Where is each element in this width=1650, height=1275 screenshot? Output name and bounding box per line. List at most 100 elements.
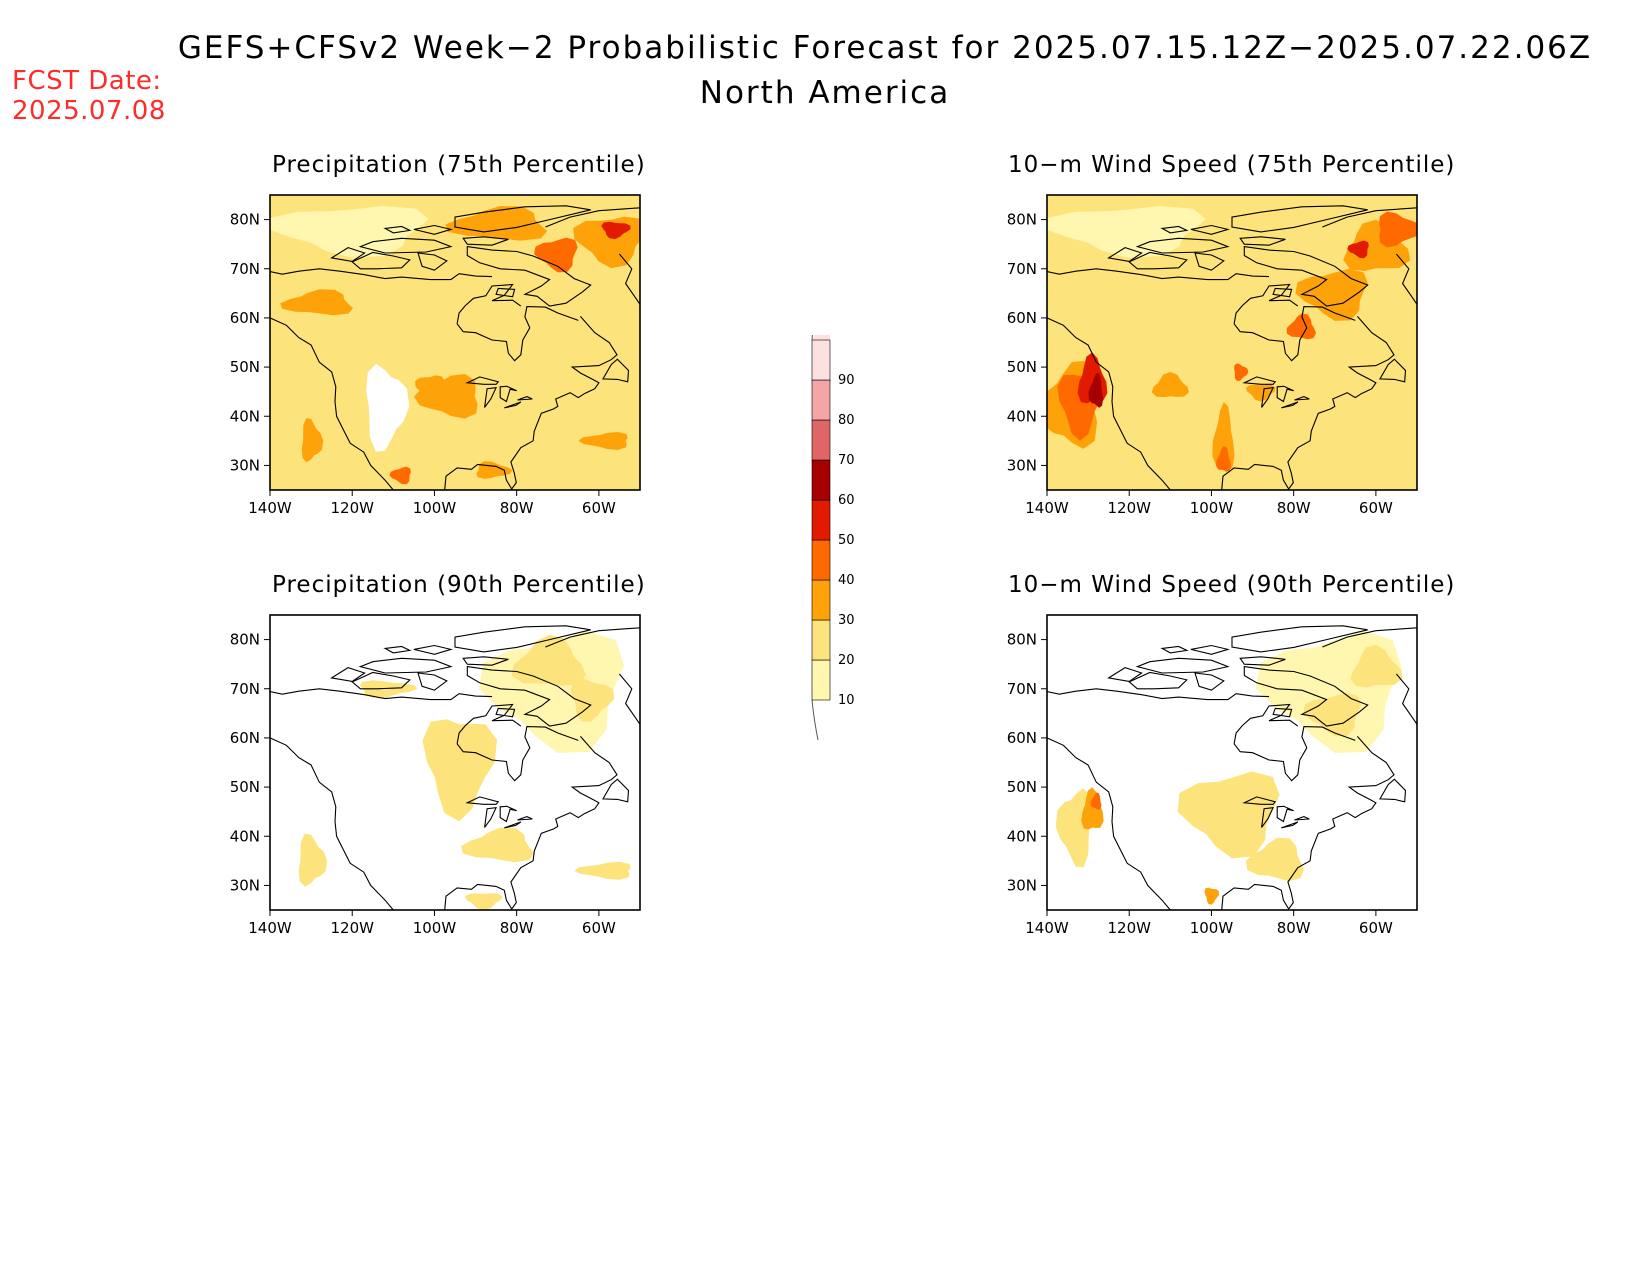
forecast-date-value: 2025.07.08 (12, 96, 166, 126)
coastline (1047, 317, 1171, 490)
coastline (462, 236, 509, 246)
coastline (1221, 736, 1395, 910)
wind-90th-map: 140W 120W 100W 80W 60W 80N 70N 60N 50N 40N 30N (1007, 614, 1418, 937)
coastline (413, 224, 454, 235)
coastline (270, 688, 493, 701)
lon-tick-label: 140W (1025, 499, 1069, 517)
lon-tick-label: 60W (582, 919, 616, 937)
prob-contour (574, 861, 631, 880)
coastline (351, 251, 411, 270)
prob-contour (445, 206, 548, 241)
lon-tick-label: 100W (1190, 499, 1234, 517)
coastline (417, 672, 448, 691)
prob-contour (359, 680, 418, 698)
coastline (444, 316, 618, 490)
coastline (270, 268, 493, 281)
coastline (1276, 385, 1294, 403)
lat-tick-label: 70N (1007, 260, 1037, 278)
coastline (383, 225, 412, 234)
lon-tick-label: 80W (500, 919, 534, 937)
coastline (1190, 224, 1231, 235)
lat-tick-label: 50N (1007, 358, 1037, 376)
coastline (1379, 358, 1407, 383)
colorbar-top-tip (811, 335, 813, 341)
lat-tick-label: 30N (1007, 456, 1037, 474)
colorbar-top-triangle (812, 335, 830, 340)
coastline (1379, 778, 1407, 803)
prob-contour (414, 374, 478, 419)
coastline (1272, 707, 1293, 718)
coastline (545, 627, 640, 648)
panel-title-wind75: 10−m Wind Speed (75th Percentile) (1008, 152, 1456, 178)
prob-contour (301, 418, 324, 463)
lat-tick-label: 50N (230, 778, 260, 796)
lat-tick-label: 30N (230, 456, 260, 474)
colorbar-swatch (811, 379, 831, 421)
map-frame (269, 194, 641, 491)
colorbar-swatch (811, 339, 831, 381)
prob-contour (1286, 313, 1316, 340)
lon-tick-label: 140W (248, 919, 292, 937)
colorbar-bottom-tip (811, 699, 819, 741)
lon-tick-label: 120W (1107, 919, 1151, 937)
lat-tick-label: 80N (230, 211, 260, 229)
map-frame (269, 614, 641, 911)
lon-tick-label: 100W (413, 919, 457, 937)
coastline (1128, 671, 1188, 690)
coastline (1047, 688, 1270, 701)
prob-contour (478, 631, 624, 753)
lat-tick-label: 30N (1007, 876, 1037, 894)
coastline (456, 703, 522, 744)
panel-title-precip90: Precipitation (90th Percentile) (272, 572, 646, 598)
coastline (602, 358, 630, 383)
coastline (413, 644, 454, 655)
lat-tick-label: 40N (1007, 407, 1037, 425)
prob-contour (1343, 219, 1411, 271)
coastline (1135, 237, 1230, 254)
lat-tick-label: 40N (230, 827, 260, 845)
coastline (417, 252, 448, 271)
coastline (1395, 673, 1417, 726)
prob-contour (415, 375, 445, 402)
coastline (1276, 805, 1294, 823)
colorbar-label: 40 (838, 573, 855, 588)
coastline (1231, 205, 1368, 233)
lat-tick-label: 80N (1007, 211, 1037, 229)
prob-contour (1055, 788, 1092, 868)
prob-contour (1245, 837, 1304, 882)
coastline (602, 778, 630, 803)
prob-contour (1212, 402, 1235, 471)
coastline (1395, 253, 1417, 306)
panel-title-wind90: 10−m Wind Speed (90th Percentile) (1008, 572, 1456, 598)
coastline (358, 237, 453, 254)
colorbar-swatch (811, 459, 831, 501)
coastline (330, 666, 366, 682)
prob-contour (280, 289, 353, 316)
prob-contour (389, 466, 411, 485)
lon-tick-label: 100W (1190, 919, 1234, 937)
map-title: GEFS+CFSv2 Week−2 Probabilistic Forecast… (177, 30, 1593, 66)
lon-tick-label: 100W (413, 499, 457, 517)
coastline (1294, 816, 1310, 821)
map-subtitle: North America (699, 75, 951, 111)
colorbar-label: 70 (838, 453, 855, 468)
prob-contour (270, 206, 429, 258)
coastline (330, 246, 366, 262)
coastline (465, 376, 500, 385)
colorbar-label: 80 (838, 413, 855, 428)
coastline (495, 707, 516, 718)
lat-tick-label: 40N (230, 407, 260, 425)
coastline (1221, 316, 1395, 490)
colorbar-swatch (811, 539, 831, 581)
coastline (1233, 726, 1356, 782)
lat-tick-label: 60N (1007, 309, 1037, 327)
coastline (1261, 807, 1275, 828)
coastline (484, 387, 498, 408)
coastline (1047, 268, 1270, 281)
lat-tick-label: 50N (1007, 778, 1037, 796)
prob-contour (1177, 771, 1280, 859)
colorbar-label: 20 (838, 653, 855, 668)
precip-75th-map: 140W 120W 100W 80W 60W 80N 70N 60N 50N 40N 30N (230, 194, 641, 517)
lat-tick-label: 70N (230, 260, 260, 278)
coastline (270, 317, 394, 490)
